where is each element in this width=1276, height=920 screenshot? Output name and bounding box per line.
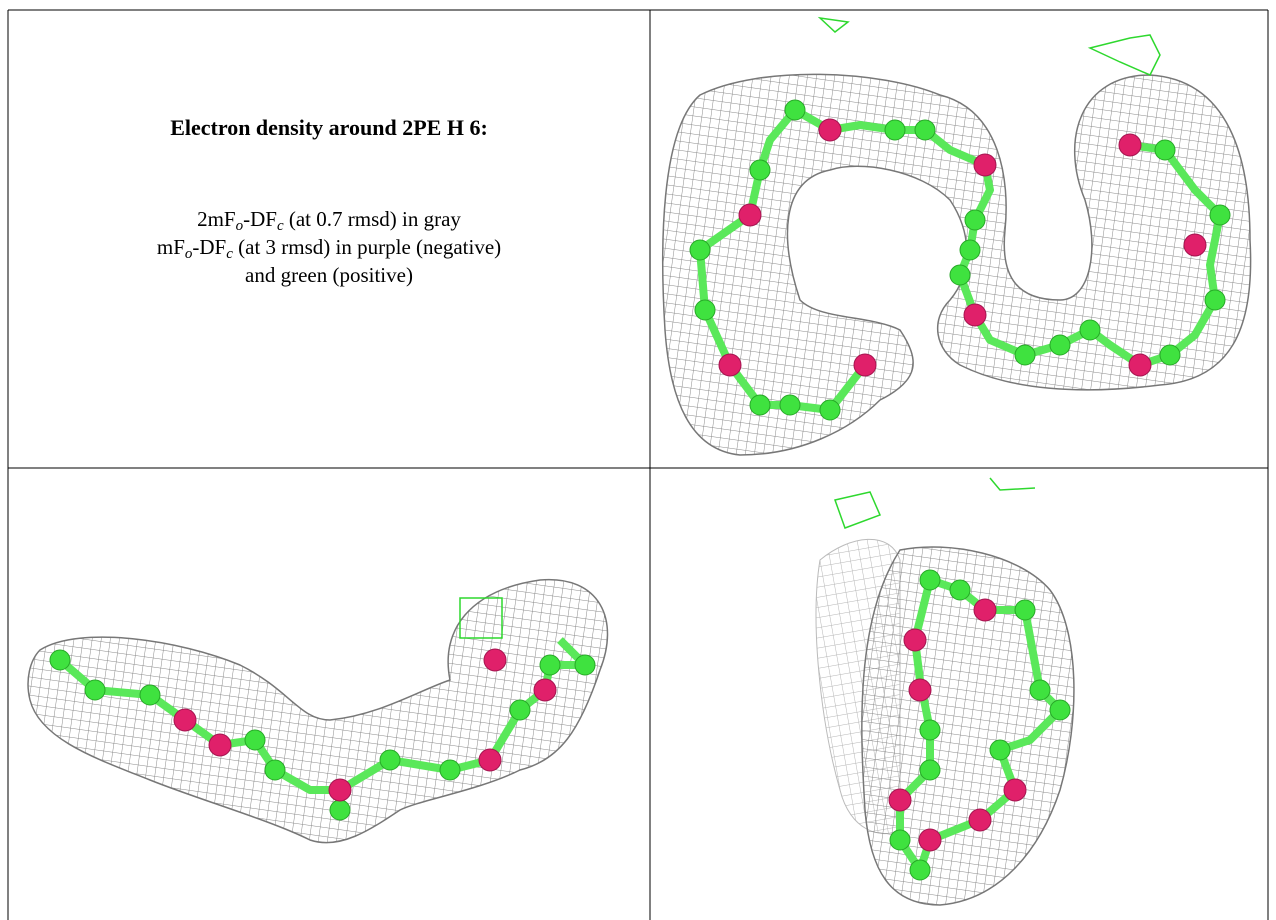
legend-line: and green (positive) (9, 261, 649, 289)
density-view-bottom-left (27, 578, 609, 844)
subscript: o (184, 246, 193, 262)
caption-title: Electron density around 2PE H 6: (170, 115, 488, 140)
legend-line: mFo-DFc (at 3 rmsd) in purple (negative) (9, 233, 649, 262)
legend-line: 2mFo-DFc (at 0.7 rmsd) in gray (9, 205, 649, 234)
text: mF (156, 235, 185, 259)
subscript: o (235, 218, 244, 234)
density-view-bottom-right (815, 477, 1075, 906)
subscript: c (226, 246, 233, 262)
table-border (7, 9, 1269, 920)
text: -DF (243, 207, 277, 231)
caption-legend: 2mFo-DFc (at 0.7 rmsd) in gray mFo-DFc (… (9, 205, 649, 289)
density-view-top-right (661, 16, 1252, 456)
text: -DF (192, 235, 227, 259)
text: (at 0.7 rmsd) in gray (283, 207, 461, 231)
text: and green (positive) (245, 263, 413, 287)
text: (at 3 rmsd) in purple (negative) (232, 235, 502, 259)
text: 2mF (197, 207, 236, 231)
subscript: c (276, 218, 284, 234)
